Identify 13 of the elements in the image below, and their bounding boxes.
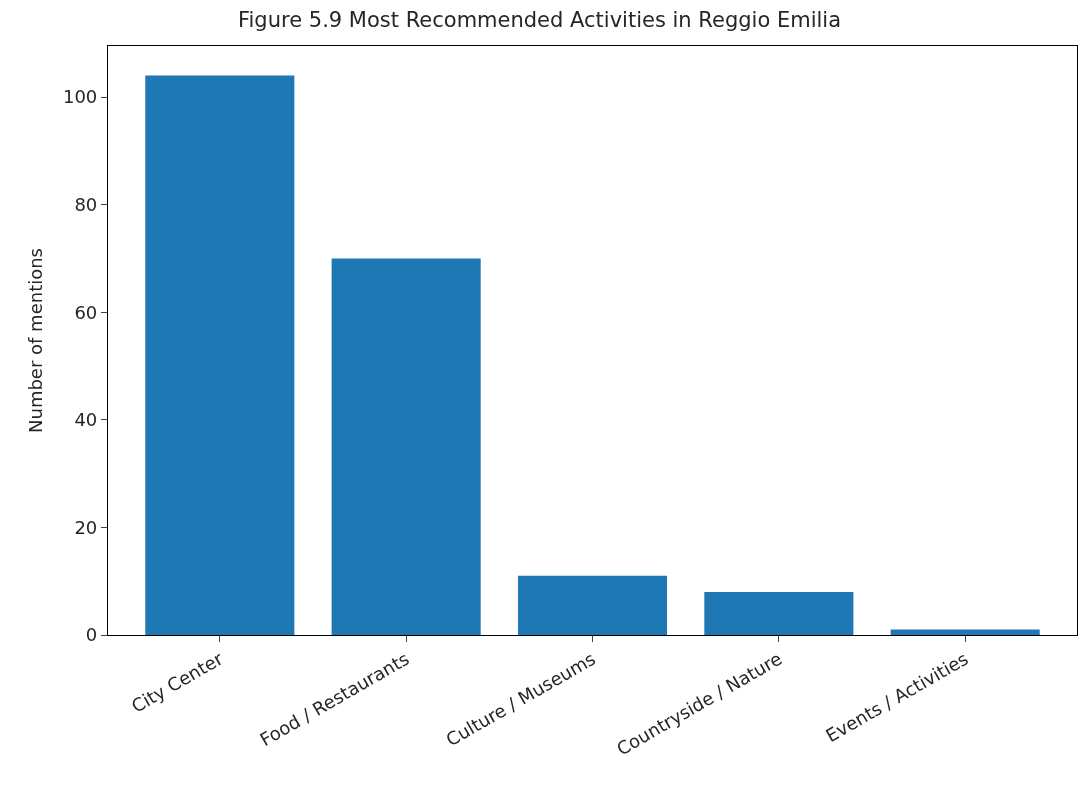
bar <box>145 75 295 635</box>
y-tick-label: 20 <box>74 516 98 538</box>
y-tick-label: 100 <box>62 86 98 108</box>
bar <box>331 258 481 635</box>
y-tick-label: 40 <box>74 409 98 431</box>
y-tick-label: 0 <box>85 624 98 646</box>
bar <box>517 575 668 635</box>
y-tick-label: 80 <box>74 193 98 215</box>
bar <box>890 629 1040 635</box>
chart-title: Figure 5.9 Most Recommended Activities in Reggio Emilia <box>237 7 842 32</box>
bar <box>704 591 854 635</box>
y-axis-title: Number of mentions <box>25 248 47 433</box>
y-tick-label: 60 <box>74 301 98 323</box>
